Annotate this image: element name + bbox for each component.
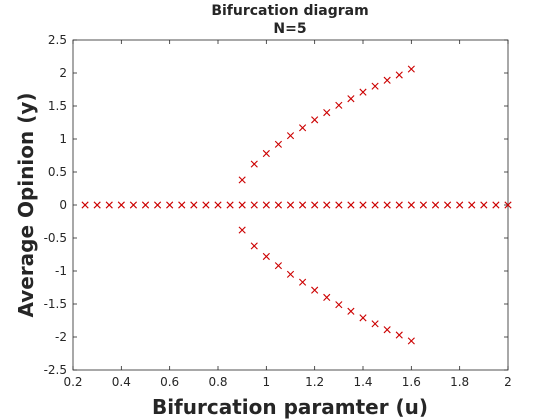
data-point bbox=[298, 124, 307, 132]
data-point bbox=[105, 201, 113, 209]
data-point bbox=[250, 201, 258, 209]
y-tick-label: 2 bbox=[59, 66, 67, 80]
data-point bbox=[238, 201, 246, 209]
chart-subtitle: N=5 bbox=[273, 21, 306, 37]
data-point bbox=[371, 320, 379, 328]
x-axis-label: Bifurcation paramter (u) bbox=[152, 395, 428, 419]
data-point bbox=[383, 201, 391, 209]
data-point bbox=[141, 201, 150, 209]
data-point bbox=[383, 76, 391, 84]
y-tick-label: -1.5 bbox=[44, 297, 67, 311]
data-point bbox=[202, 201, 210, 209]
data-point bbox=[419, 201, 428, 209]
data-point bbox=[117, 201, 125, 209]
data-point bbox=[407, 337, 415, 345]
x-tick-label: 0.8 bbox=[208, 375, 227, 389]
data-markers bbox=[81, 65, 512, 345]
data-point bbox=[166, 201, 174, 209]
data-point bbox=[504, 201, 512, 209]
data-point bbox=[81, 201, 89, 209]
data-point bbox=[311, 286, 319, 294]
y-tick-label: -2 bbox=[55, 330, 67, 344]
data-point bbox=[335, 301, 343, 309]
x-tick-label: 1.4 bbox=[353, 375, 372, 389]
data-point bbox=[347, 307, 355, 315]
y-tick-label: -1 bbox=[55, 264, 67, 278]
data-point bbox=[359, 201, 367, 209]
data-point bbox=[371, 82, 379, 90]
y-tick-label: 1 bbox=[59, 132, 67, 146]
data-point bbox=[298, 201, 307, 209]
data-point bbox=[274, 140, 283, 148]
x-tick-label: 1 bbox=[263, 375, 271, 389]
data-point bbox=[262, 201, 270, 209]
data-point bbox=[298, 278, 307, 286]
data-point bbox=[431, 201, 440, 209]
y-tick-label: -0.5 bbox=[44, 231, 67, 245]
data-point bbox=[262, 252, 270, 261]
data-point bbox=[274, 201, 283, 209]
y-tick-label: 0.5 bbox=[48, 165, 67, 179]
data-point bbox=[214, 201, 222, 209]
data-point bbox=[226, 201, 234, 209]
data-point bbox=[323, 201, 331, 209]
x-tick-label: 1.8 bbox=[450, 375, 469, 389]
data-point bbox=[286, 270, 295, 278]
data-point bbox=[395, 331, 403, 339]
data-point bbox=[383, 326, 391, 334]
data-point bbox=[347, 95, 355, 103]
data-point bbox=[190, 201, 198, 209]
data-point bbox=[335, 101, 343, 109]
data-point bbox=[407, 201, 415, 209]
data-point bbox=[395, 71, 403, 79]
data-point bbox=[153, 201, 162, 209]
data-point bbox=[443, 201, 452, 209]
data-point bbox=[238, 176, 246, 184]
data-point bbox=[407, 65, 415, 73]
x-tick-label: 2 bbox=[504, 375, 512, 389]
data-point bbox=[286, 201, 295, 209]
data-point bbox=[311, 201, 319, 209]
data-point bbox=[371, 201, 379, 209]
y-tick-label: 2.5 bbox=[48, 33, 67, 47]
data-point bbox=[323, 293, 331, 301]
data-point bbox=[93, 201, 101, 209]
y-tick-label: -2.5 bbox=[44, 363, 67, 377]
y-tick-label: 0 bbox=[59, 198, 67, 212]
x-tick-label: 0.2 bbox=[63, 375, 82, 389]
x-tick-label: 1.6 bbox=[402, 375, 421, 389]
data-point bbox=[468, 201, 476, 209]
y-axis-label: Average Opinion (y) bbox=[14, 92, 38, 317]
x-tick-label: 0.6 bbox=[160, 375, 179, 389]
data-point bbox=[480, 201, 488, 209]
x-axis: 0.2 0.4 0.6 0.8 1 1.2 1.4 1.6 1.8 2 bbox=[63, 40, 512, 389]
data-point bbox=[323, 109, 331, 117]
data-point bbox=[492, 201, 500, 209]
y-axis: -2.5 -2 -1.5 -1 -0.5 0 0.5 1 1.5 2 2.5 bbox=[44, 33, 508, 377]
data-point bbox=[178, 201, 186, 209]
data-point bbox=[262, 149, 270, 158]
data-point bbox=[347, 201, 355, 209]
data-point bbox=[274, 262, 283, 270]
chart-title: Bifurcation diagram bbox=[211, 3, 368, 19]
y-tick-label: 1.5 bbox=[48, 99, 67, 113]
data-point bbox=[456, 201, 464, 209]
data-point bbox=[286, 132, 295, 140]
data-point bbox=[129, 201, 138, 209]
data-point bbox=[335, 201, 343, 209]
data-point bbox=[395, 201, 403, 209]
data-point bbox=[250, 242, 258, 250]
x-tick-label: 1.2 bbox=[305, 375, 324, 389]
data-point bbox=[238, 226, 246, 234]
x-tick-label: 0.4 bbox=[112, 375, 131, 389]
data-point bbox=[250, 160, 258, 168]
data-point bbox=[359, 88, 367, 96]
data-point bbox=[311, 116, 319, 124]
data-point bbox=[359, 314, 367, 322]
